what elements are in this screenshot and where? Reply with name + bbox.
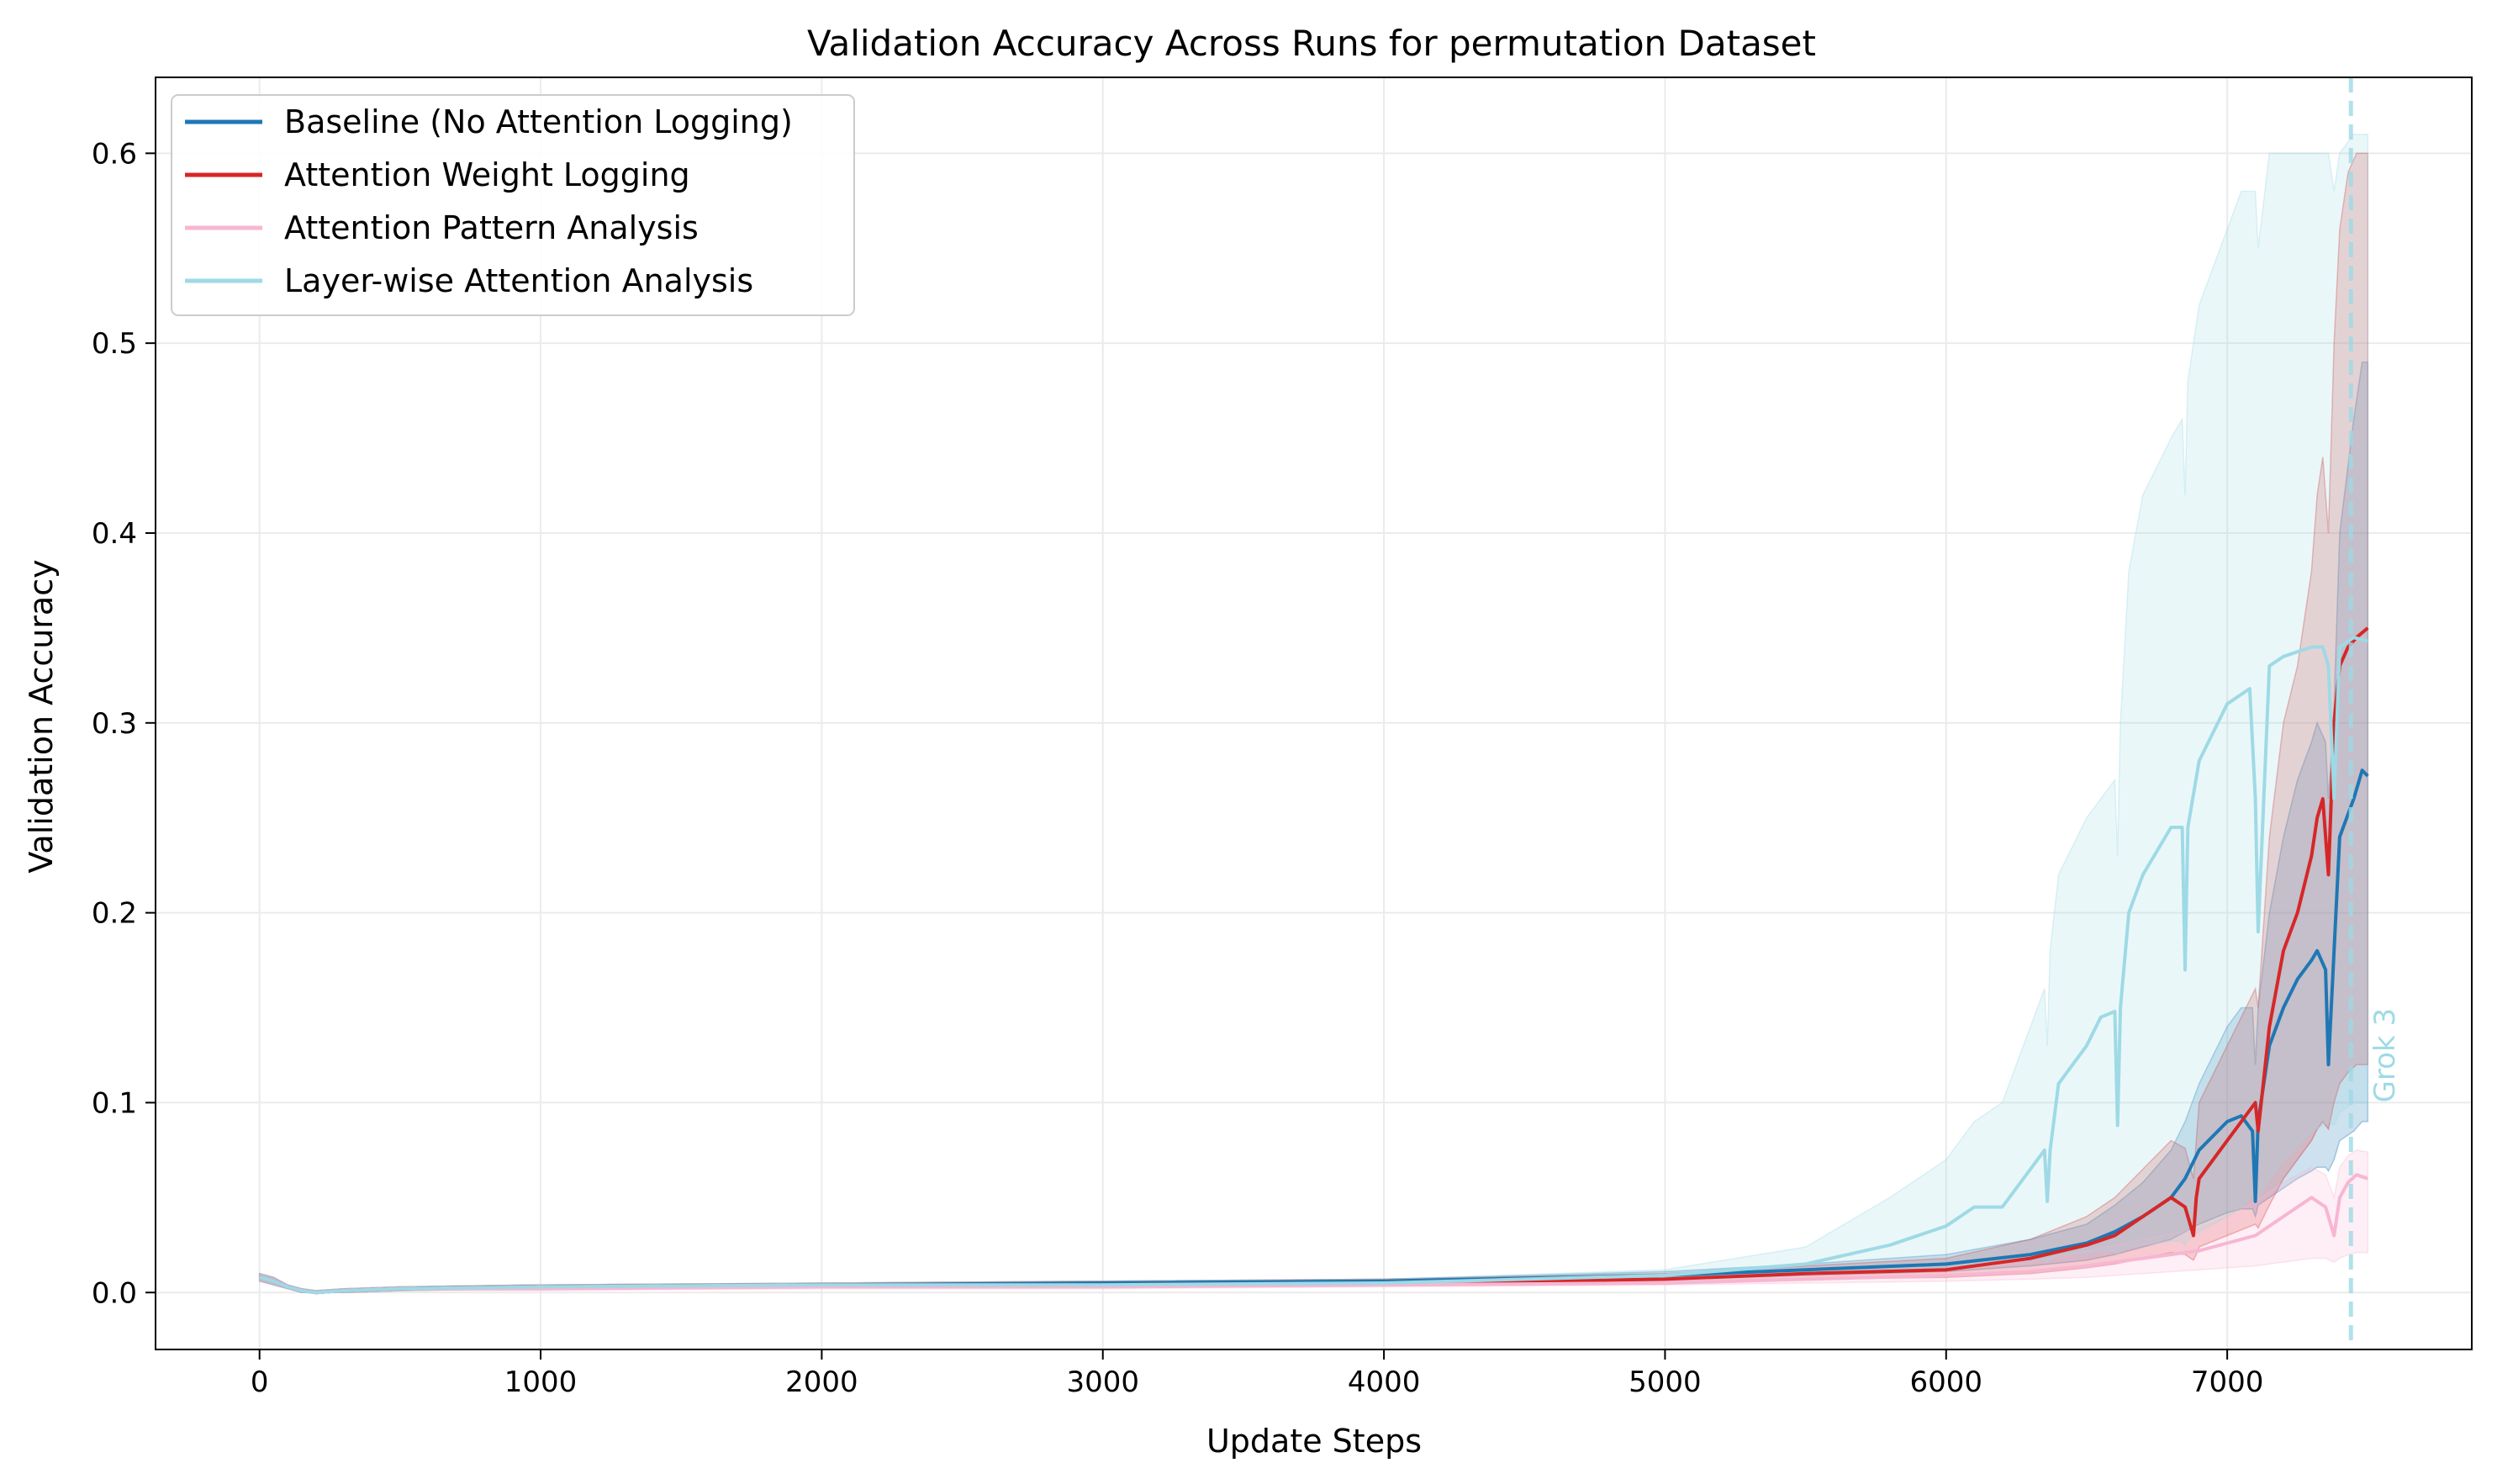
legend-label-3: Layer-wise Attention Analysis [284, 262, 753, 299]
y-tick-label: 0.3 [92, 707, 137, 741]
plot-frame [155, 77, 2473, 1350]
y-tick-label: 0.2 [92, 897, 137, 931]
x-tick-label: 2000 [785, 1365, 858, 1399]
y-axis-label: Validation Accuracy [23, 559, 60, 873]
x-axis-label: Update Steps [1206, 1423, 1422, 1460]
legend-label-1: Attention Weight Logging [284, 156, 690, 193]
legend-label-0: Baseline (No Attention Logging) [284, 103, 793, 140]
chart-title: Validation Accuracy Across Runs for perm… [807, 23, 1816, 64]
x-tick-label: 4000 [1348, 1365, 1421, 1399]
y-tick-label: 0.5 [92, 327, 137, 361]
x-tick-label: 6000 [1910, 1365, 1983, 1399]
x-axis-ticks: 0 1000 2000 3000 4000 5000 6000 7000 [251, 1349, 2263, 1399]
x-tick-label: 1000 [504, 1365, 578, 1399]
legend: Baseline (No Attention Logging) Attention… [171, 94, 855, 316]
x-tick-label: 5000 [1629, 1365, 1702, 1399]
series-line-3 [259, 636, 2368, 1295]
series-lines [259, 626, 2369, 1295]
x-tick-label: 0 [251, 1365, 269, 1399]
y-tick-label: 0.6 [92, 137, 137, 171]
legend-box [171, 94, 855, 316]
y-tick-label: 0.1 [92, 1086, 137, 1120]
x-tick-label: 3000 [1066, 1365, 1139, 1399]
series-band-3 [258, 133, 2369, 1294]
legend-label-2: Attention Pattern Analysis [284, 209, 699, 246]
grok-marker-label: Grok 3 [2368, 1008, 2402, 1103]
y-tick-label: 0.4 [92, 517, 137, 551]
grok-annotation: Grok 3 [2348, 77, 2402, 1349]
y-tick-label: 0.0 [92, 1276, 137, 1310]
x-tick-label: 7000 [2191, 1365, 2264, 1399]
y-axis-ticks: 0.0 0.1 0.2 0.3 0.4 0.5 0.6 [92, 137, 156, 1310]
